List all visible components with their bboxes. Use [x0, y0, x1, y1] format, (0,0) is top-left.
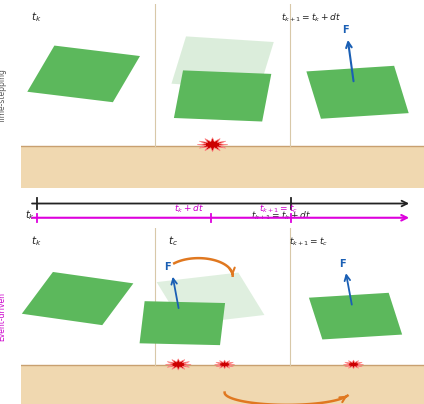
- Polygon shape: [343, 360, 363, 369]
- Polygon shape: [309, 293, 402, 339]
- Text: $t_{k+1}=t_k+dt$: $t_{k+1}=t_k+dt$: [281, 12, 341, 24]
- Polygon shape: [139, 301, 225, 345]
- Polygon shape: [215, 360, 235, 369]
- Text: $t_{k+1}=t_c$: $t_{k+1}=t_c$: [259, 202, 298, 215]
- Polygon shape: [22, 272, 134, 325]
- Bar: [21, 145, 424, 188]
- Polygon shape: [171, 36, 274, 89]
- Bar: [21, 365, 424, 404]
- Text: $t_{k+1}=t_c$: $t_{k+1}=t_c$: [289, 235, 328, 248]
- Text: $t_k+dt$: $t_k+dt$: [174, 202, 204, 215]
- Text: Event-driven: Event-driven: [0, 292, 7, 341]
- Text: $t_k$: $t_k$: [31, 11, 42, 24]
- Polygon shape: [27, 46, 140, 102]
- Polygon shape: [307, 66, 409, 119]
- Polygon shape: [156, 273, 265, 324]
- Text: $t_k$: $t_k$: [31, 234, 42, 248]
- Polygon shape: [165, 359, 191, 370]
- Polygon shape: [197, 138, 228, 152]
- Text: Time-stepping: Time-stepping: [0, 69, 7, 123]
- Text: F: F: [340, 259, 346, 269]
- Text: $t_{k+1}=t_k+dt$: $t_{k+1}=t_k+dt$: [251, 209, 311, 221]
- Polygon shape: [174, 70, 271, 122]
- Text: $t_c$: $t_c$: [168, 234, 178, 248]
- Text: F: F: [164, 263, 171, 272]
- Text: F: F: [342, 25, 349, 34]
- Text: $t_k$: $t_k$: [25, 208, 35, 222]
